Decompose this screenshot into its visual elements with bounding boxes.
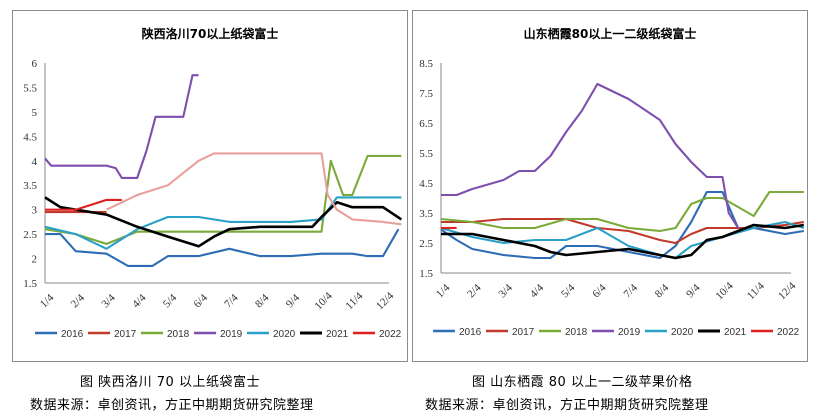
y-tick-label: 4.5 xyxy=(419,178,433,190)
x-tick-label: 12/4 xyxy=(374,290,397,313)
series-line-2020 xyxy=(440,220,805,260)
y-tick-label: 4 xyxy=(32,156,38,168)
legend-label-2016: 2016 xyxy=(459,327,482,338)
x-tick-label: 2/4 xyxy=(465,282,484,301)
y-tick-label: 5 xyxy=(32,107,38,119)
series-line-2017b xyxy=(106,152,402,226)
legend-label-2020: 2020 xyxy=(671,327,694,338)
y-tick-label: 6.5 xyxy=(419,118,433,130)
series-line-2021 xyxy=(44,196,403,248)
legend-label-2016: 2016 xyxy=(61,329,84,340)
legend-label-2021: 2021 xyxy=(724,327,747,338)
x-tick-label: 2/4 xyxy=(69,292,88,311)
legend-label-2022: 2022 xyxy=(379,329,402,340)
x-tick-label: 8/4 xyxy=(653,282,672,301)
source-note-left: 数据来源：卓创资讯，方正中期期货研究院整理 xyxy=(30,398,314,413)
x-tick-label: 1/4 xyxy=(434,282,453,301)
y-tick-label: 2.5 xyxy=(23,229,37,241)
legend-label-2021: 2021 xyxy=(326,329,349,340)
legend-label-2022: 2022 xyxy=(777,327,800,338)
x-tick-label: 7/4 xyxy=(222,292,241,311)
legend-label-2019: 2019 xyxy=(618,327,641,338)
y-tick-label: 4.5 xyxy=(23,131,37,143)
x-tick-label: 10/4 xyxy=(713,280,736,303)
figure-caption-right: 图 山东栖霞 80 以上一二级苹果价格 xyxy=(472,375,693,390)
y-tick-label: 7.5 xyxy=(419,88,433,100)
series-line-2019 xyxy=(441,82,739,229)
x-tick-label: 12/4 xyxy=(776,280,799,303)
chart-title: 陕西洛川70以上纸袋富士 xyxy=(141,27,279,41)
legend-label-2017: 2017 xyxy=(114,329,137,340)
y-tick-label: 5.5 xyxy=(23,82,37,94)
x-tick-label: 3/4 xyxy=(99,292,118,311)
series-line-2018 xyxy=(44,154,402,245)
x-tick-label: 9/4 xyxy=(684,282,703,301)
x-tick-label: 4/4 xyxy=(528,282,547,301)
legend-label-2019: 2019 xyxy=(220,329,243,340)
x-tick-label: 5/4 xyxy=(559,282,578,301)
series-line-2022 xyxy=(45,198,122,211)
series-line-2021 xyxy=(441,223,805,260)
y-tick-label: 5.5 xyxy=(419,148,433,160)
legend-label-2017: 2017 xyxy=(512,327,535,338)
x-tick-label: 1/4 xyxy=(38,292,57,311)
x-tick-label: 7/4 xyxy=(622,282,641,301)
x-tick-label: 8/4 xyxy=(253,292,272,311)
legend-label-2018: 2018 xyxy=(167,329,190,340)
series-line-2018 xyxy=(440,190,804,233)
y-tick-label: 2.5 xyxy=(419,238,433,250)
x-tick-label: 3/4 xyxy=(496,282,515,301)
x-tick-label: 9/4 xyxy=(284,292,303,311)
x-tick-label: 6/4 xyxy=(192,292,211,311)
x-tick-label: 11/4 xyxy=(745,280,767,302)
series-line-2020 xyxy=(44,196,402,250)
figure-caption-left: 图 陕西洛川 70 以上纸袋富士 xyxy=(80,375,260,390)
x-tick-label: 11/4 xyxy=(343,290,365,312)
chart-panel-right: 山东栖霞80以上一二级纸袋富士 1.5 2.5 3.5 4.5 5.5 6.5 7.5 8.5… xyxy=(412,10,808,362)
y-tick-label: 6 xyxy=(32,58,38,70)
x-tick-label: 4/4 xyxy=(130,292,149,311)
legend-label-2020: 2020 xyxy=(273,329,296,340)
y-tick-label: 1.5 xyxy=(419,268,433,280)
series-line-2016 xyxy=(45,228,400,267)
y-tick-label: 3.5 xyxy=(23,180,37,192)
y-tick-label: 3 xyxy=(32,205,38,217)
chart-title: 山东栖霞80以上一二级纸袋富士 xyxy=(523,27,697,41)
x-tick-label: 10/4 xyxy=(313,290,336,313)
source-note-right: 数据来源：卓创资讯，方正中期期货研究院整理 xyxy=(425,398,709,413)
y-tick-label: 3.5 xyxy=(419,208,433,220)
y-tick-label: 2 xyxy=(32,254,38,266)
line-chart-right: 1.5 2.5 3.5 4.5 5.5 6.5 7.5 8.5 1/4 2/4 3/4 4/4 5/4 6… xyxy=(419,58,805,338)
series-line-2016 xyxy=(440,190,804,260)
legend-label-2018: 2018 xyxy=(565,327,588,338)
chart-panel-left: 陕西洛川70以上纸袋富士 1.5 2 2.5 3 3.5 4 4.5 5 5.5 6 1/4 2/4 3… xyxy=(12,10,408,362)
y-tick-label: 8.5 xyxy=(419,58,433,70)
line-chart-left: 1.5 2 2.5 3 3.5 4 4.5 5 5.5 6 1/4 2/4 3/4 4/4 5/4 6/4 7/… xyxy=(23,58,403,340)
x-tick-label: 6/4 xyxy=(590,282,609,301)
series-line-2019 xyxy=(44,74,199,179)
x-tick-label: 5/4 xyxy=(161,292,180,311)
y-tick-label: 1.5 xyxy=(23,278,37,290)
